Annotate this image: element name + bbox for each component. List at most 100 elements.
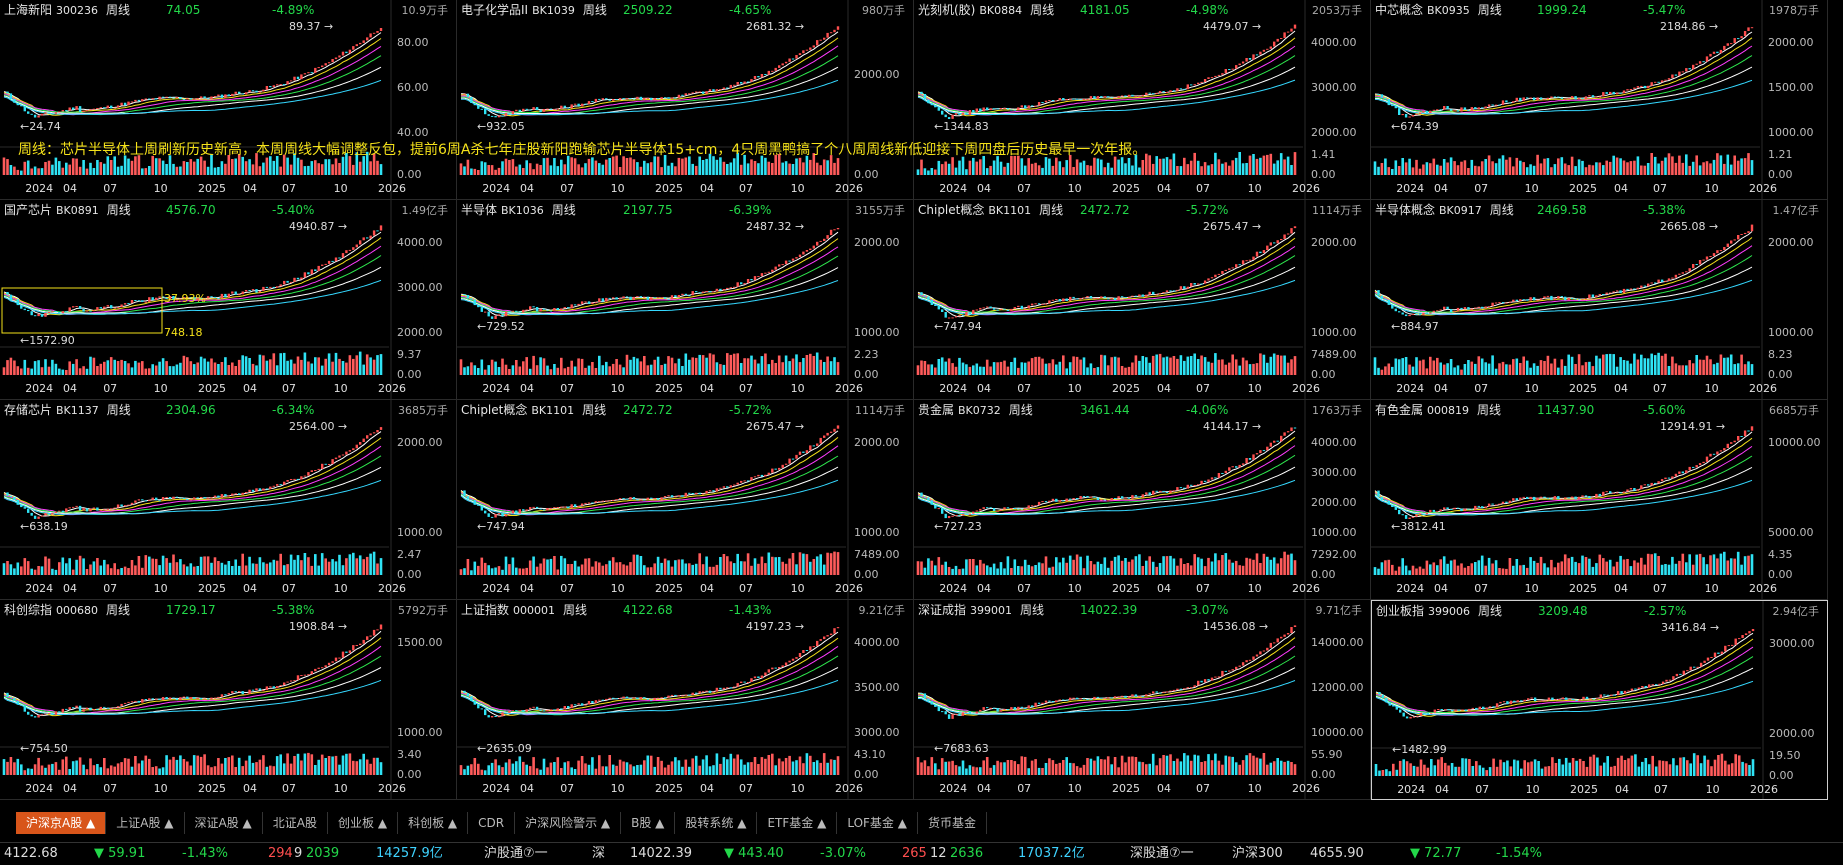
volume-bar: [1276, 354, 1279, 375]
candle: [99, 706, 102, 710]
volume-bar: [1570, 556, 1574, 575]
chart-panel[interactable]: 上证指数 000001 周线 4122.68 -1.43% 9.21亿手 4000.00 35…: [457, 600, 914, 800]
market-tab[interactable]: 沪深京A股 ▲: [16, 812, 107, 834]
chart-panel[interactable]: Chiplet概念 BK1101 周线 2472.72 -5.72% 1114万手 2000…: [914, 200, 1371, 400]
chart-panel[interactable]: 有色金属 000819 周线 11437.90 -5.60% 6685万手 10000.00…: [1371, 400, 1828, 600]
market-tab[interactable]: 上证A股 ▲: [106, 812, 185, 834]
panel-header[interactable]: 上证指数 000001 周线 4122.68 -1.43%: [461, 602, 771, 618]
chart-panel[interactable]: 半导体 BK1036 周线 2197.75 -6.39% 3155万手 2000.00 100…: [457, 200, 914, 400]
price-axis-tick: 2000.00: [397, 436, 443, 449]
market-tab[interactable]: 沪深风险警示 ▲: [515, 812, 622, 834]
market-tab[interactable]: 科创板 ▲: [398, 812, 469, 834]
panel-header[interactable]: 上海新阳 300236 周线 74.05 -4.89%: [4, 2, 314, 18]
volume-bar: [1695, 554, 1698, 575]
panel-header[interactable]: 深证成指 399001 周线 14022.39 -3.07%: [918, 602, 1228, 618]
candle: [1485, 707, 1488, 710]
candle: [1591, 95, 1595, 98]
time-axis-tick: 2026: [835, 382, 863, 395]
market-tab[interactable]: LOF基金 ▲: [837, 812, 918, 834]
candle: [1082, 698, 1086, 700]
candle: [1058, 699, 1061, 701]
chart-panel[interactable]: 光刻机(胶) BK0884 周线 4181.05 -4.98% 2053万手 4000.00…: [914, 0, 1371, 200]
panel-header[interactable]: 存储芯片 BK1137 周线 2304.96 -6.34%: [4, 402, 314, 418]
hgt-label[interactable]: 沪股通⑦一: [484, 846, 548, 861]
volume-bar: [1561, 764, 1565, 776]
volume-bar: [262, 162, 265, 175]
volume-bar: [89, 564, 92, 575]
chart-panel[interactable]: 上海新阳 300236 周线 74.05 -4.89% 10.9万手 80.00 60.00 4…: [0, 0, 457, 200]
panel-header[interactable]: 创业板指 399006 周线 3209.48 -2.57%: [1376, 603, 1686, 619]
panel-header[interactable]: Chiplet概念 BK1101 周线 2472.72 -5.72%: [918, 202, 1228, 218]
volume-bar: [701, 564, 705, 575]
panel-header[interactable]: 科创综指 000680 周线 1729.17 -5.38%: [4, 602, 314, 618]
volume-bar: [992, 362, 996, 375]
sgt-label[interactable]: 深股通⑦一: [1130, 846, 1194, 861]
panel-header[interactable]: 光刻机(胶) BK0884 周线 4181.05 -4.98%: [918, 2, 1228, 18]
panel-header[interactable]: 有色金属 000819 周线 11437.90 -5.60%: [1375, 402, 1685, 418]
volume-bar: [158, 768, 161, 775]
volume-bar: [927, 364, 930, 375]
volume-bar: [307, 752, 310, 775]
candle: [1169, 90, 1172, 92]
volume-bar: [670, 761, 674, 775]
candle: [522, 309, 525, 313]
chart-panel[interactable]: Chiplet概念 BK1101 周线 2472.72 -5.72% 1114万手 2000…: [457, 400, 914, 600]
candle: [833, 628, 836, 634]
chart-panel[interactable]: 科创综指 000680 周线 1729.17 -5.38% 5792万手 1500.00 10…: [0, 600, 457, 800]
time-axis-tick: 2024: [939, 582, 968, 595]
panel-header[interactable]: 半导体 BK1036 周线 2197.75 -6.39%: [461, 202, 771, 218]
panel-header[interactable]: 贵金属 BK0732 周线 3461.44 -4.06%: [918, 402, 1228, 418]
market-tab[interactable]: ETF基金 ▲: [757, 812, 838, 834]
chart-panel[interactable]: 贵金属 BK0732 周线 3461.44 -4.06% 1763万手 4000.00 300…: [914, 400, 1371, 600]
panel-header[interactable]: 国产芯片 BK0891 周线 4576.70 -5.40%: [4, 202, 314, 218]
market-tab[interactable]: B股 ▲: [621, 812, 676, 834]
candle: [372, 230, 376, 236]
market-tab[interactable]: 货币基金: [918, 812, 987, 834]
candle: [920, 91, 923, 95]
chart-panel[interactable]: 电子化学品II BK1039 周线 2509.22 -4.65% 980万手 2000.00…: [457, 0, 914, 200]
panel-header[interactable]: Chiplet概念 BK1101 周线 2472.72 -5.72%: [461, 402, 771, 418]
time-axis-tick: 07: [1474, 582, 1489, 595]
chart-panel[interactable]: 创业板指 399006 周线 3209.48 -2.57% 2.94亿手 3000.00 20…: [1371, 600, 1828, 800]
chart-panel[interactable]: 中芯概念 BK0935 周线 1999.24 -5.47% 1978万手 2000.00 15…: [1371, 0, 1828, 200]
chart-panel[interactable]: 国产芯片 BK0891 周线 4576.70 -5.40% 1.49亿手 4000.00 30…: [0, 200, 457, 400]
candle: [1702, 61, 1705, 63]
panel-header[interactable]: 半导体概念 BK0917 周线 2469.58 -5.38%: [1375, 202, 1685, 218]
chart-panel[interactable]: 存储芯片 BK1137 周线 2304.96 -6.34% 3685万手 2000.00 10…: [0, 400, 457, 600]
volume-bar: [296, 157, 300, 175]
volume-bar: [712, 156, 715, 175]
chart-panel[interactable]: 深证成指 399001 周线 14022.39 -3.07% 9.71亿手 14000.00…: [914, 600, 1371, 800]
candle: [726, 287, 729, 289]
volume-bar: [1598, 162, 1602, 175]
volume-bar: [1224, 553, 1228, 575]
volume-bar: [934, 169, 937, 175]
candle: [1467, 508, 1470, 510]
volume-bar: [355, 152, 359, 175]
candle: [598, 699, 601, 701]
hs300-label: 沪深300: [1232, 846, 1283, 861]
volume-bar: [1712, 159, 1716, 175]
candle: [186, 696, 189, 699]
market-tab[interactable]: 股转系统 ▲: [675, 812, 758, 834]
volume-bar: [1100, 759, 1103, 775]
candle: [487, 715, 490, 718]
volume-bar: [1626, 559, 1629, 575]
panel-header[interactable]: 中芯概念 BK0935 周线 1999.24 -5.47%: [1375, 2, 1685, 18]
volume-bar: [1536, 562, 1539, 575]
volume-bar: [923, 168, 927, 175]
market-tab[interactable]: 深证A股 ▲: [185, 812, 263, 834]
volume-bar: [51, 568, 54, 575]
volume-bar: [812, 559, 816, 575]
market-tab[interactable]: CDR: [468, 812, 516, 834]
price-axis-tick: 2000.00: [1768, 236, 1814, 249]
candle: [972, 511, 975, 514]
candle: [1585, 696, 1589, 699]
volume-bar: [1037, 562, 1041, 575]
candle: [639, 697, 643, 700]
chart-panel[interactable]: 半导体概念 BK0917 周线 2469.58 -5.38% 1.47亿手 2000.00 1…: [1371, 200, 1828, 400]
panel-header[interactable]: 电子化学品II BK1039 周线 2509.22 -4.65%: [461, 2, 771, 18]
candle: [369, 33, 372, 38]
market-tab[interactable]: 北证A股: [263, 812, 329, 834]
market-tab[interactable]: 创业板 ▲: [328, 812, 399, 834]
volume-bar: [1574, 561, 1577, 575]
